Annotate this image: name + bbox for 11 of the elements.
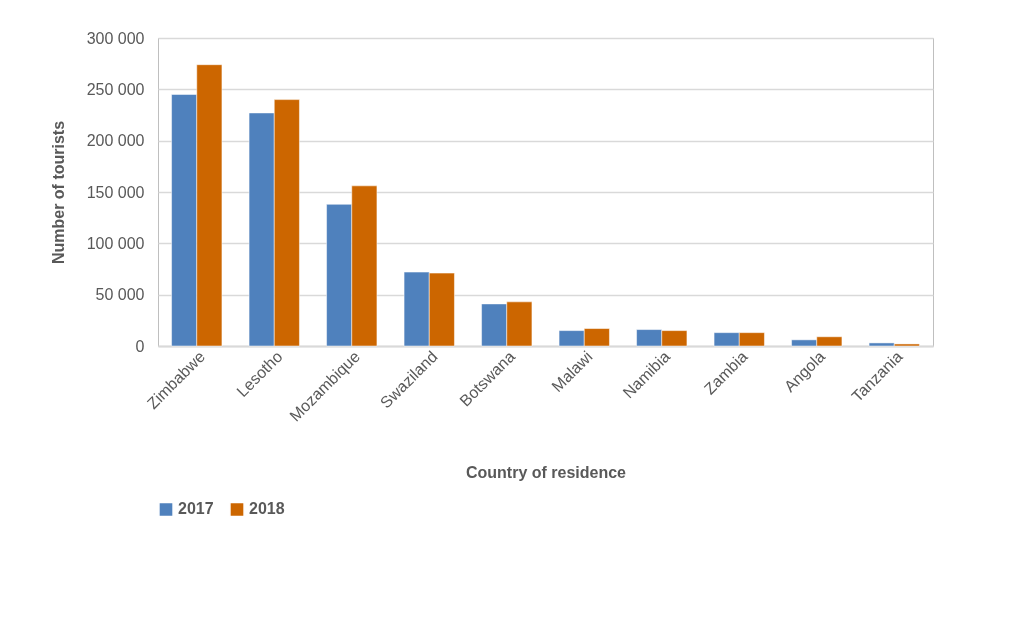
y-tick-label: 150 000 (86, 183, 145, 201)
legend-label: 2018 (249, 500, 285, 518)
legend-label: 2017 (178, 500, 214, 518)
y-tick-label: 200 000 (86, 132, 145, 150)
x-axis-title: Country of residence (465, 463, 627, 481)
y-axis-title: Number of tourists (49, 120, 67, 265)
y-tick-label: 0 (135, 337, 145, 355)
y-tick-label: 100 000 (86, 234, 145, 252)
y-tick-label: 50 000 (95, 286, 145, 304)
y-tick-label: 300 000 (86, 29, 145, 47)
y-tick-label: 250 000 (86, 80, 145, 98)
